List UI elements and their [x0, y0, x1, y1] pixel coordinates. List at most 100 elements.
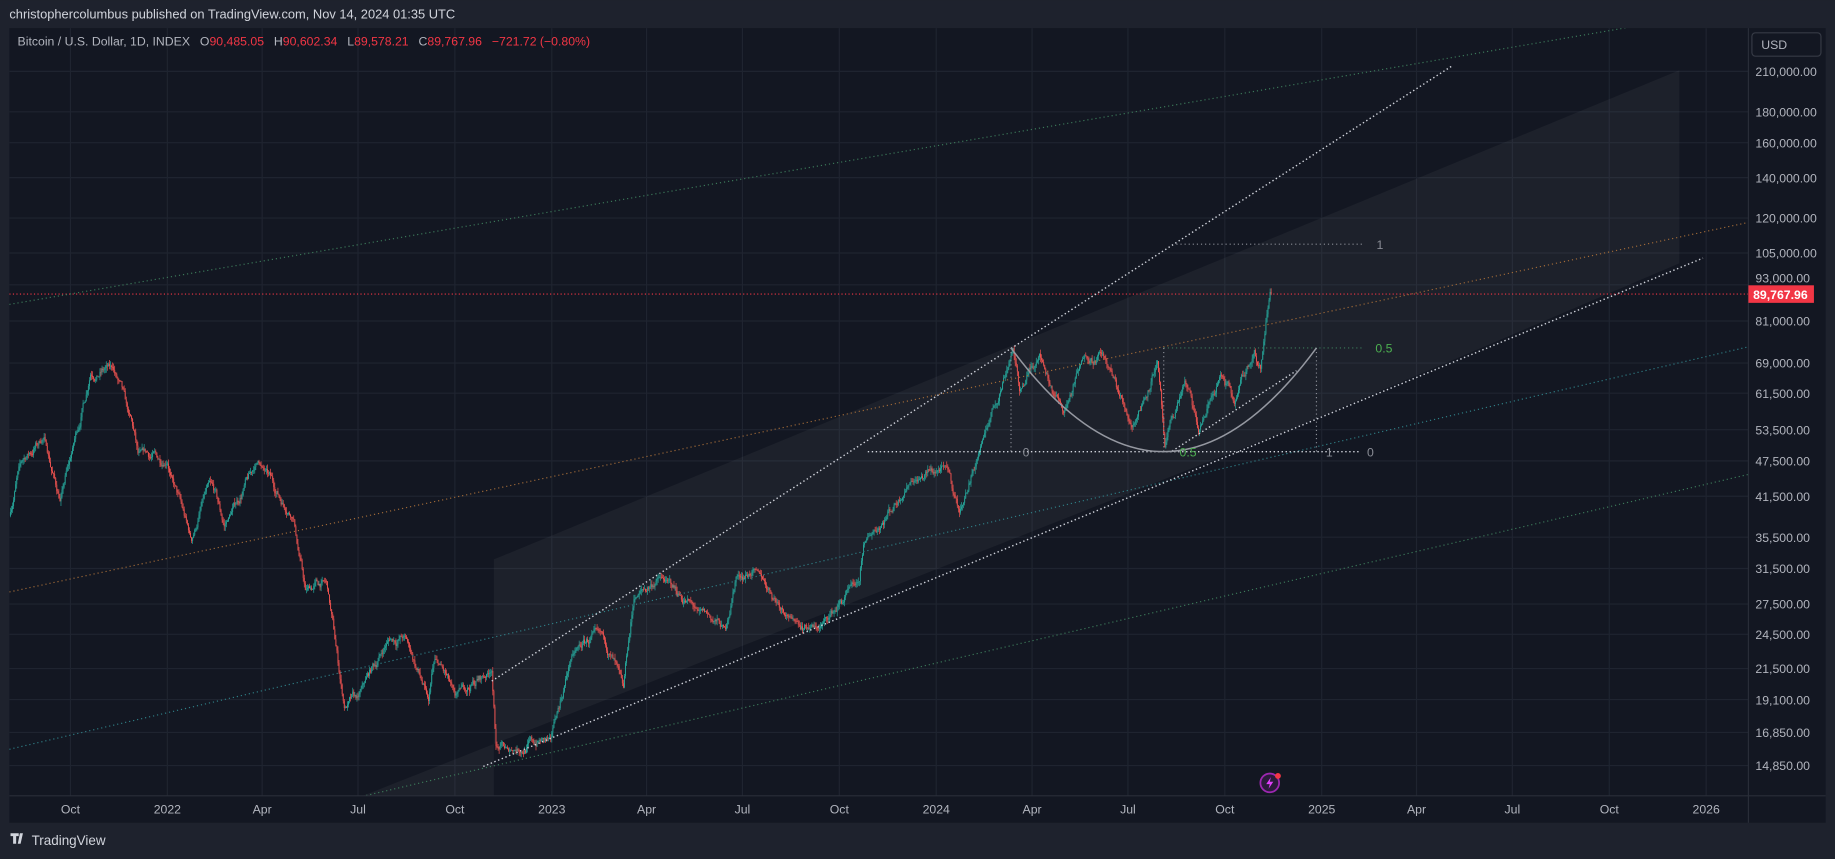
candle-body — [345, 707, 347, 708]
arc-drawing[interactable] — [1010, 347, 1318, 453]
candle-body — [952, 488, 954, 494]
candle-body — [1194, 412, 1196, 416]
trend-line[interactable] — [9, 24, 1650, 305]
candle-body — [275, 493, 277, 494]
candle-body — [419, 672, 421, 677]
candle-body — [1164, 433, 1166, 448]
candle-body — [350, 697, 352, 699]
candle-body — [28, 452, 30, 455]
candle-body — [435, 658, 437, 660]
time-axis-label: Jul — [1120, 802, 1136, 816]
candle-body — [462, 684, 464, 687]
candle-body — [1025, 380, 1027, 385]
candle-body — [338, 662, 340, 673]
candle-body — [351, 694, 353, 699]
candle-body — [238, 502, 240, 504]
candle-body — [1043, 362, 1045, 365]
candle-body — [288, 513, 289, 514]
candle-body — [102, 368, 104, 371]
candle-body — [1007, 366, 1009, 371]
candle-body — [1236, 394, 1238, 398]
candle-body — [282, 502, 284, 505]
candle-body — [1191, 396, 1193, 406]
candle-body — [1160, 381, 1162, 391]
candle-body — [1161, 390, 1163, 405]
candle-body — [1222, 375, 1224, 378]
candle-body — [148, 456, 150, 458]
price-axis[interactable]: 210,000.00 180,000.00 160,000.00 140,000.00… — [1755, 65, 1817, 773]
plot-area[interactable]: 0 1 0 1 0.5 0.5 — [9, 24, 1749, 797]
trend-line[interactable] — [9, 346, 1749, 750]
price-axis-label: 21,500.00 — [1755, 662, 1810, 676]
candle-body — [152, 453, 154, 458]
event-lightning-icon[interactable] — [1259, 772, 1281, 794]
candle-body — [91, 374, 92, 376]
candle-body — [312, 589, 314, 590]
candle-body — [501, 742, 503, 743]
candle-body — [855, 583, 857, 586]
candle-body — [788, 615, 790, 617]
candle-body — [455, 694, 457, 696]
candle-body — [781, 608, 783, 610]
candle-body — [641, 589, 643, 590]
candle-body — [559, 700, 561, 709]
price-axis-label: 16,850.00 — [1755, 726, 1810, 740]
candle-body — [866, 538, 868, 541]
candle-body — [878, 528, 880, 530]
drawings[interactable] — [9, 24, 1749, 797]
trend-line[interactable] — [491, 65, 1452, 682]
chart-panel — [9, 28, 1826, 823]
candle-body — [581, 643, 583, 648]
candle-body — [1058, 399, 1060, 401]
candle-body — [134, 429, 136, 433]
candle-body — [1247, 366, 1249, 367]
candle-body — [578, 644, 580, 647]
candle-body — [27, 453, 29, 455]
candle-body — [937, 469, 939, 471]
candle-body — [1053, 393, 1055, 396]
candle-body — [1139, 410, 1140, 412]
trend-line[interactable] — [1171, 370, 1297, 452]
candle-body — [335, 639, 337, 647]
trend-line[interactable] — [483, 257, 1704, 768]
candle-body — [1180, 395, 1182, 398]
candle-body — [240, 498, 242, 499]
tradingview-logo[interactable]: TradingView — [10, 833, 106, 848]
candle-body — [479, 675, 481, 680]
candle-body — [105, 365, 107, 369]
candle-body — [897, 499, 899, 505]
candle-body — [637, 594, 639, 598]
candle-body — [806, 624, 808, 629]
time-axis[interactable]: Oct 2022 Apr Jul Oct 2023 Apr Jul Oct 2024 Apr Jul O… — [61, 802, 1720, 816]
candle-body — [522, 752, 524, 755]
candle-body — [490, 672, 492, 674]
candle-body — [709, 614, 711, 616]
time-axis-label: Oct — [61, 802, 81, 816]
trend-line[interactable] — [9, 221, 1749, 593]
candle-body — [113, 366, 115, 370]
candle-body — [1143, 400, 1145, 404]
candle-body — [875, 530, 877, 533]
candle-body — [518, 750, 520, 752]
candle-body — [569, 664, 571, 668]
candle-body — [173, 478, 175, 485]
candle-body — [136, 439, 138, 446]
candle-body — [1233, 400, 1235, 405]
candle-body — [242, 488, 244, 495]
currency-button[interactable]: USD — [1751, 32, 1822, 57]
candle-body — [707, 613, 709, 614]
candle-body — [1209, 399, 1211, 402]
candle-body — [399, 635, 401, 640]
candle-body — [196, 527, 198, 529]
candle-body — [1270, 291, 1272, 295]
candle-body — [842, 602, 843, 604]
candle-body — [654, 584, 656, 587]
candle-body — [784, 612, 786, 615]
candle-body — [730, 606, 732, 615]
candle-body — [625, 662, 626, 676]
candle-body — [939, 468, 941, 472]
candle-body — [672, 585, 674, 588]
candle-body — [815, 626, 817, 628]
candle-body — [1033, 367, 1035, 369]
candle-body — [856, 582, 858, 584]
